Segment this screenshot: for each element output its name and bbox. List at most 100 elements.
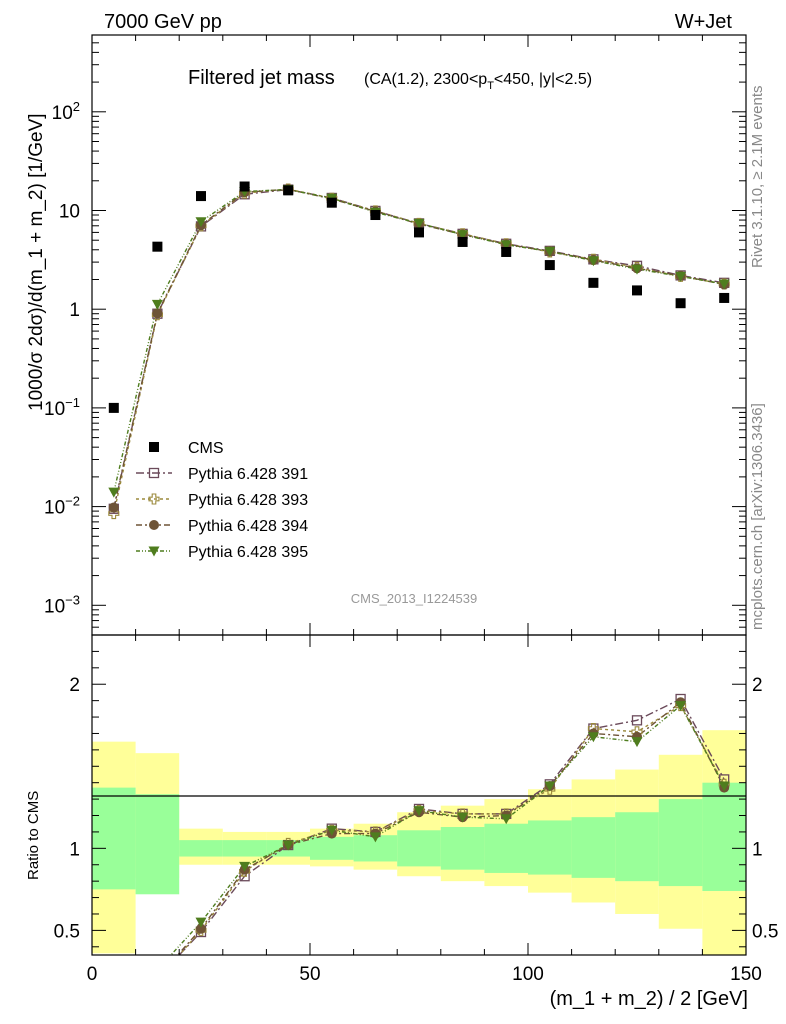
ratio-y-tick-label-right: 1 <box>752 839 763 860</box>
x-tick-label: 0 <box>87 964 98 985</box>
y-axis-label: 1000/σ 2dσ)/d(m_1 + m_2) [1/GeV] <box>26 113 47 411</box>
legend-marker <box>149 520 159 530</box>
ratio-point-4 <box>718 781 730 792</box>
rivet-label: Rivet 3.1.10, ≥ 2.1M events <box>749 86 766 269</box>
ratio-point-4 <box>152 965 163 975</box>
header-right: W+Jet <box>675 11 733 33</box>
data-point <box>588 277 599 288</box>
mcplots-label: mcplots.cern.ch [arXiv:1306.3436] <box>749 403 766 630</box>
mc-point-4 <box>413 218 425 229</box>
data-point <box>457 236 468 247</box>
mc-point-3 <box>108 502 119 513</box>
mc-point-4 <box>587 256 599 267</box>
ratio-point-4 <box>457 812 469 823</box>
band-inner-bin <box>484 823 528 873</box>
ratio-point-4 <box>675 701 687 712</box>
ratio-point-4 <box>195 917 207 928</box>
ratio-point-3 <box>152 973 162 983</box>
band-inner-bin <box>222 840 267 857</box>
ratio-point-4 <box>108 985 119 995</box>
data-point <box>196 191 206 202</box>
chart-title-note: (CA(1.2), 2300<pT<450, |y|<2.5) <box>364 71 592 92</box>
y-tick-label: 10−2 <box>44 494 80 519</box>
y-tick-base: 10 <box>44 399 65 420</box>
mc-point-4 <box>457 230 469 241</box>
legend-label: CMS <box>188 440 224 457</box>
legend-label: Pythia 6.428 393 <box>188 492 308 509</box>
y-tick-base: 10 <box>44 498 65 519</box>
mc-point-4 <box>108 487 120 498</box>
band-inner-bin <box>615 812 659 882</box>
ratio-point-3 <box>109 991 119 1001</box>
mc-point-4 <box>544 246 556 257</box>
data-point <box>283 185 294 196</box>
band-inner-bin <box>571 817 616 878</box>
ratio-point-1 <box>153 973 162 982</box>
ratio-point-4 <box>369 832 381 843</box>
ratio-y-tick-label-left: 0.5 <box>54 921 80 942</box>
chart-title-note-suffix: <450, |y|<2.5) <box>494 71 592 88</box>
mc-line-1 <box>113 188 725 509</box>
chart-title: Filtered jet mass <box>188 67 335 89</box>
mc-line-2 <box>113 188 725 514</box>
legend-label: Pythia 6.428 395 <box>188 544 308 561</box>
x-tick-label: 50 <box>299 964 320 985</box>
mc-point-4 <box>500 240 512 251</box>
y-tick-label: 10−1 <box>44 395 80 420</box>
y-tick-exponent: −3 <box>65 592 80 607</box>
ratio-point-4 <box>587 732 599 743</box>
mc-line-3 <box>113 188 725 508</box>
data-point <box>501 246 512 257</box>
data-point <box>544 260 555 271</box>
data-point <box>326 197 337 208</box>
ratio-point-4 <box>326 825 338 836</box>
main-plot-series <box>108 181 730 520</box>
header-left: 7000 GeV pp <box>104 11 222 33</box>
y-tick-exponent: −1 <box>65 395 80 410</box>
ratio-y-tick-label-left: 1 <box>69 839 80 860</box>
mc-point-4 <box>718 279 730 290</box>
x-tick-label: 100 <box>512 964 544 985</box>
y-tick-base: 10 <box>44 596 65 617</box>
y-tick-exponent: −2 <box>65 494 80 509</box>
data-point <box>675 298 686 309</box>
analysis-id: CMS_2013_I1224539 <box>351 591 478 606</box>
ratio-y-tick-label-left: 2 <box>69 675 80 696</box>
data-point <box>108 402 119 413</box>
band-inner-bin <box>658 799 703 887</box>
chart-title-note-prefix: (CA(1.2), 2300<p <box>364 71 487 88</box>
y-tick-label: 1 <box>69 300 80 321</box>
ratio-point-1 <box>109 992 118 1001</box>
legend-marker <box>148 546 160 557</box>
data-point <box>239 181 250 192</box>
mc-point-4 <box>631 264 643 275</box>
data-point <box>370 210 381 221</box>
data-point <box>414 227 424 238</box>
legend-label: Pythia 6.428 394 <box>188 518 308 535</box>
data-point <box>632 285 642 296</box>
ratio-point-2 <box>109 993 119 1003</box>
y-tick-label: 102 <box>52 99 80 124</box>
band-inner-bin <box>135 794 180 895</box>
mc-point-3 <box>152 308 163 319</box>
ratio-plot-frame <box>91 634 747 956</box>
x-axis-label: (m_1 + m_2) / 2 [GeV] <box>550 988 748 1010</box>
mc-point-4 <box>675 271 687 282</box>
data-point <box>719 292 730 303</box>
band-inner-bin <box>179 840 223 857</box>
ratio-point-4 <box>544 781 556 792</box>
band-inner-bin <box>702 782 746 891</box>
band-inner-bin <box>528 820 572 875</box>
legend-marker <box>149 442 159 452</box>
ratio-plot-series <box>108 693 730 1003</box>
ratio-y-tick-label-right: 2 <box>752 675 763 696</box>
legend: CMS Pythia 6.428 391 Pythia 6.428 393 Pythi… <box>136 440 308 561</box>
band-inner-bin <box>310 836 354 860</box>
ratio-y-axis-label: Ratio to CMS <box>25 791 42 880</box>
ratio-point-1 <box>631 715 643 726</box>
ratio-point-4 <box>631 737 643 748</box>
mc-point-4 <box>195 217 207 228</box>
legend-label: Pythia 6.428 391 <box>188 466 308 483</box>
x-tick-label: 150 <box>730 964 762 985</box>
ratio-bands <box>92 730 746 955</box>
